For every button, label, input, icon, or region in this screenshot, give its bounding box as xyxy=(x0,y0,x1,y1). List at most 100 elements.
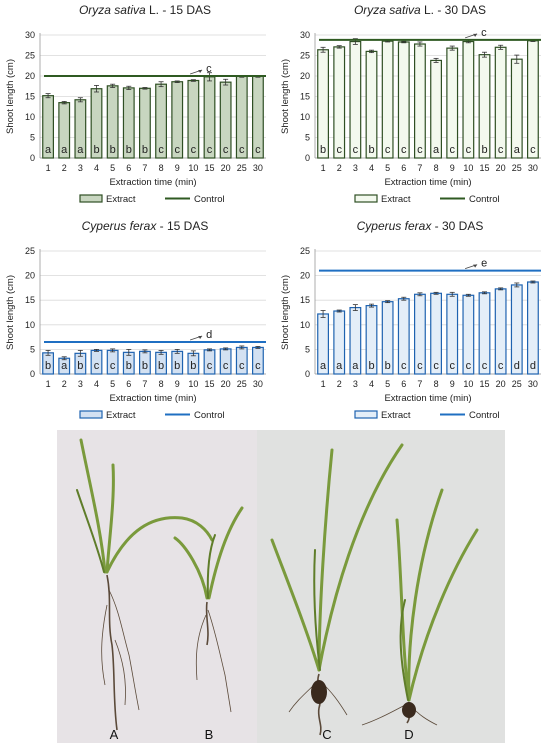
chart-oryza-30das: Oryza sativa L. - 30 DAS 0 5 10 15 20 25 30 Shoo… xyxy=(275,0,550,215)
chart-title-part: - 15 DAS xyxy=(156,219,208,233)
seedling-photo-drawing: A B C D xyxy=(57,430,505,743)
bar xyxy=(462,40,475,159)
bar xyxy=(414,43,426,159)
control-letter: c xyxy=(481,27,487,39)
significance-letter: c xyxy=(466,144,472,156)
x-axis-label: Extraction time (min) xyxy=(109,393,196,404)
control-arrow-head xyxy=(198,336,203,340)
x-tick-label: 1 xyxy=(321,163,326,173)
y-tick-label: 15 xyxy=(300,295,310,305)
x-tick-label: 25 xyxy=(512,163,522,173)
control-letter: d xyxy=(206,329,212,341)
x-tick-label: 25 xyxy=(237,379,247,389)
significance-letter: c xyxy=(417,360,423,372)
x-tick-label: 5 xyxy=(110,379,115,389)
y-tick-label: 30 xyxy=(25,30,35,40)
x-tick-label: 10 xyxy=(463,379,473,389)
significance-letter: c xyxy=(466,360,472,372)
legend-control-label: Control xyxy=(194,410,225,421)
significance-letter: d xyxy=(530,360,536,372)
x-tick-label: 9 xyxy=(175,163,180,173)
x-tick-label: 8 xyxy=(434,163,439,173)
bar xyxy=(365,50,378,159)
y-tick-label: 10 xyxy=(300,320,310,330)
x-tick-label: 30 xyxy=(253,379,263,389)
chart-title: Oryza sativa L. - 15 DAS xyxy=(79,3,211,17)
significance-letter: b xyxy=(126,144,132,156)
x-tick-label: 5 xyxy=(385,379,390,389)
photo-label-b: B xyxy=(205,727,214,742)
x-tick-label: 8 xyxy=(159,379,164,389)
significance-letter: b xyxy=(368,360,374,372)
significance-letter: c xyxy=(449,360,455,372)
significance-letter: a xyxy=(77,144,84,156)
seedling-c xyxy=(270,443,404,736)
x-tick-label: 1 xyxy=(321,379,326,389)
photo-label-a: A xyxy=(110,727,119,742)
bar xyxy=(349,40,362,159)
x-tick-label: 20 xyxy=(221,379,231,389)
x-tick-label: 9 xyxy=(175,379,180,389)
chart-title-part: Cyperus ferax xyxy=(357,219,433,233)
x-tick-label: 7 xyxy=(142,163,147,173)
x-tick-label: 2 xyxy=(62,379,67,389)
significance-letter: c xyxy=(223,360,229,372)
significance-letter: b xyxy=(190,360,196,372)
y-axis-label: Shoot length (cm) xyxy=(5,275,16,350)
significance-letter: c xyxy=(174,144,180,156)
significance-letter: a xyxy=(514,144,521,156)
significance-letter: c xyxy=(336,144,342,156)
x-tick-label: 1 xyxy=(46,163,51,173)
seedling-b xyxy=(173,506,244,713)
x-tick-label: 8 xyxy=(434,379,439,389)
x-tick-label: 10 xyxy=(463,163,473,173)
significance-letter: c xyxy=(239,360,245,372)
significance-letter: b xyxy=(110,144,116,156)
x-tick-label: 30 xyxy=(528,379,538,389)
x-tick-label: 15 xyxy=(204,379,214,389)
legend-extract-label: Extract xyxy=(381,410,411,421)
chart-title-part: L. - 15 DAS xyxy=(146,3,211,17)
x-tick-label: 20 xyxy=(496,163,506,173)
bar xyxy=(317,49,329,159)
y-tick-label: 0 xyxy=(30,153,35,163)
significance-letter: b xyxy=(174,360,180,372)
legend-control-label: Control xyxy=(469,410,500,421)
significance-letter: a xyxy=(352,360,359,372)
significance-letter: c xyxy=(401,360,407,372)
control-arrow-head xyxy=(473,264,478,268)
x-tick-label: 7 xyxy=(142,379,147,389)
chart-title: Cyperus ferax - 15 DAS xyxy=(82,219,209,233)
x-tick-label: 6 xyxy=(126,379,131,389)
y-tick-label: 0 xyxy=(305,369,310,379)
significance-letter: b xyxy=(45,360,51,372)
x-tick-label: 2 xyxy=(337,163,342,173)
bar xyxy=(446,47,459,159)
x-tick-label: 10 xyxy=(188,163,198,173)
x-tick-label: 6 xyxy=(401,163,406,173)
photo-label-c: C xyxy=(322,727,331,742)
chart-title-part: - 30 DAS xyxy=(431,219,483,233)
significance-letter: c xyxy=(417,144,423,156)
y-axis-label: Shoot length (cm) xyxy=(5,59,16,134)
x-axis-label: Extraction time (min) xyxy=(384,177,471,188)
x-tick-label: 4 xyxy=(94,163,99,173)
x-tick-label: 4 xyxy=(369,163,374,173)
significance-letter: c xyxy=(239,144,245,156)
bar xyxy=(494,46,507,159)
x-tick-label: 4 xyxy=(369,379,374,389)
x-tick-label: 2 xyxy=(337,379,342,389)
x-tick-label: 6 xyxy=(126,163,131,173)
chart-title: Oryza sativa L. - 30 DAS xyxy=(354,3,486,17)
significance-letter: b xyxy=(385,360,391,372)
y-tick-label: 20 xyxy=(300,271,310,281)
y-tick-label: 15 xyxy=(25,295,35,305)
x-tick-label: 5 xyxy=(385,163,390,173)
control-arrow-head xyxy=(473,33,478,37)
significance-letter: a xyxy=(45,144,52,156)
significance-letter: a xyxy=(433,144,440,156)
control-arrow-head xyxy=(198,70,203,73)
significance-letter: a xyxy=(61,360,68,372)
